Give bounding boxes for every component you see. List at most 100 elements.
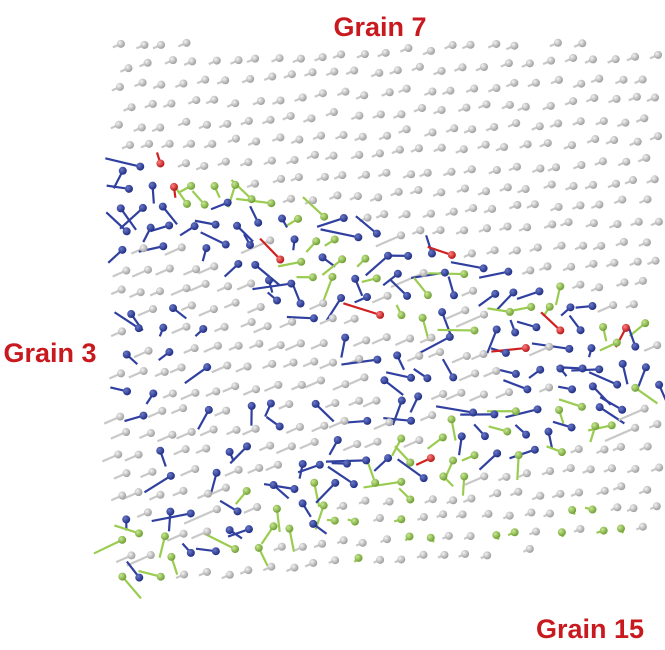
atom (459, 510, 467, 518)
atom (187, 182, 195, 190)
atom (213, 57, 221, 65)
atom (448, 415, 456, 423)
atom (290, 359, 298, 367)
atom (359, 539, 367, 547)
atom (397, 110, 405, 118)
atom (123, 469, 131, 477)
atom (223, 120, 231, 128)
atom (500, 143, 508, 151)
atom (470, 326, 478, 334)
atom (467, 532, 475, 540)
atom (310, 358, 318, 366)
atom (512, 407, 520, 415)
atom (191, 465, 199, 473)
atom (285, 400, 293, 408)
atom (178, 243, 186, 251)
atom (257, 97, 265, 105)
atom (424, 291, 432, 299)
atom (419, 551, 427, 559)
atom (438, 144, 446, 152)
atom (221, 76, 229, 84)
atom (222, 241, 230, 249)
atom (407, 417, 415, 425)
atom (449, 496, 457, 504)
atom (384, 252, 392, 260)
atom (169, 56, 177, 64)
atom (654, 51, 662, 59)
atom (317, 132, 325, 140)
atom (651, 94, 659, 102)
atom (558, 242, 566, 250)
atom (651, 175, 659, 183)
atom (123, 351, 131, 359)
atom (608, 421, 616, 429)
atom (373, 356, 381, 364)
atom (255, 544, 263, 552)
atom (278, 215, 286, 223)
atom (601, 487, 609, 495)
atom (568, 506, 576, 514)
atom (427, 210, 435, 218)
atom (208, 140, 216, 148)
atom (331, 479, 339, 487)
atom (267, 116, 275, 124)
atom (276, 422, 284, 430)
atom (251, 261, 259, 269)
atom (179, 80, 187, 88)
atom (418, 104, 426, 112)
displacement-tail (264, 484, 294, 489)
atom (403, 85, 411, 93)
atom (595, 75, 603, 83)
atom (183, 284, 191, 292)
atom (340, 214, 348, 222)
atom (515, 451, 523, 459)
atom (337, 294, 345, 302)
atom (297, 339, 305, 347)
displacement-tail (94, 540, 122, 554)
atom (291, 235, 299, 243)
atom (122, 515, 130, 523)
atom (274, 381, 282, 389)
atom (536, 164, 544, 172)
atom (118, 492, 126, 500)
atom (480, 63, 488, 71)
atom (429, 128, 437, 136)
atom (135, 488, 143, 496)
atom (493, 326, 501, 334)
atom (330, 108, 338, 116)
atom (233, 426, 241, 434)
atom (634, 258, 642, 266)
atom (397, 311, 405, 319)
atom (556, 490, 564, 498)
atom (331, 399, 339, 407)
atom (331, 556, 339, 564)
atom (276, 54, 284, 62)
atom (316, 461, 324, 469)
atom (467, 41, 475, 49)
atom (188, 57, 196, 65)
atom (343, 460, 351, 468)
atom (384, 292, 392, 300)
atom (386, 88, 394, 96)
atom (578, 39, 586, 47)
atom (200, 162, 208, 170)
displacement-tail (376, 235, 401, 246)
atom (383, 333, 391, 341)
atom (504, 268, 512, 276)
atom (157, 81, 165, 89)
atom (140, 41, 148, 49)
atom (202, 444, 210, 452)
atom (376, 514, 384, 522)
atom (295, 136, 303, 144)
atom (373, 397, 381, 405)
atom (183, 200, 191, 208)
atom (523, 385, 531, 393)
atom (531, 446, 539, 454)
atom (522, 344, 530, 352)
atom (139, 204, 147, 212)
atom (310, 479, 318, 487)
atom (575, 445, 583, 453)
atom (320, 213, 328, 221)
atom (589, 260, 597, 268)
atom (576, 281, 584, 289)
